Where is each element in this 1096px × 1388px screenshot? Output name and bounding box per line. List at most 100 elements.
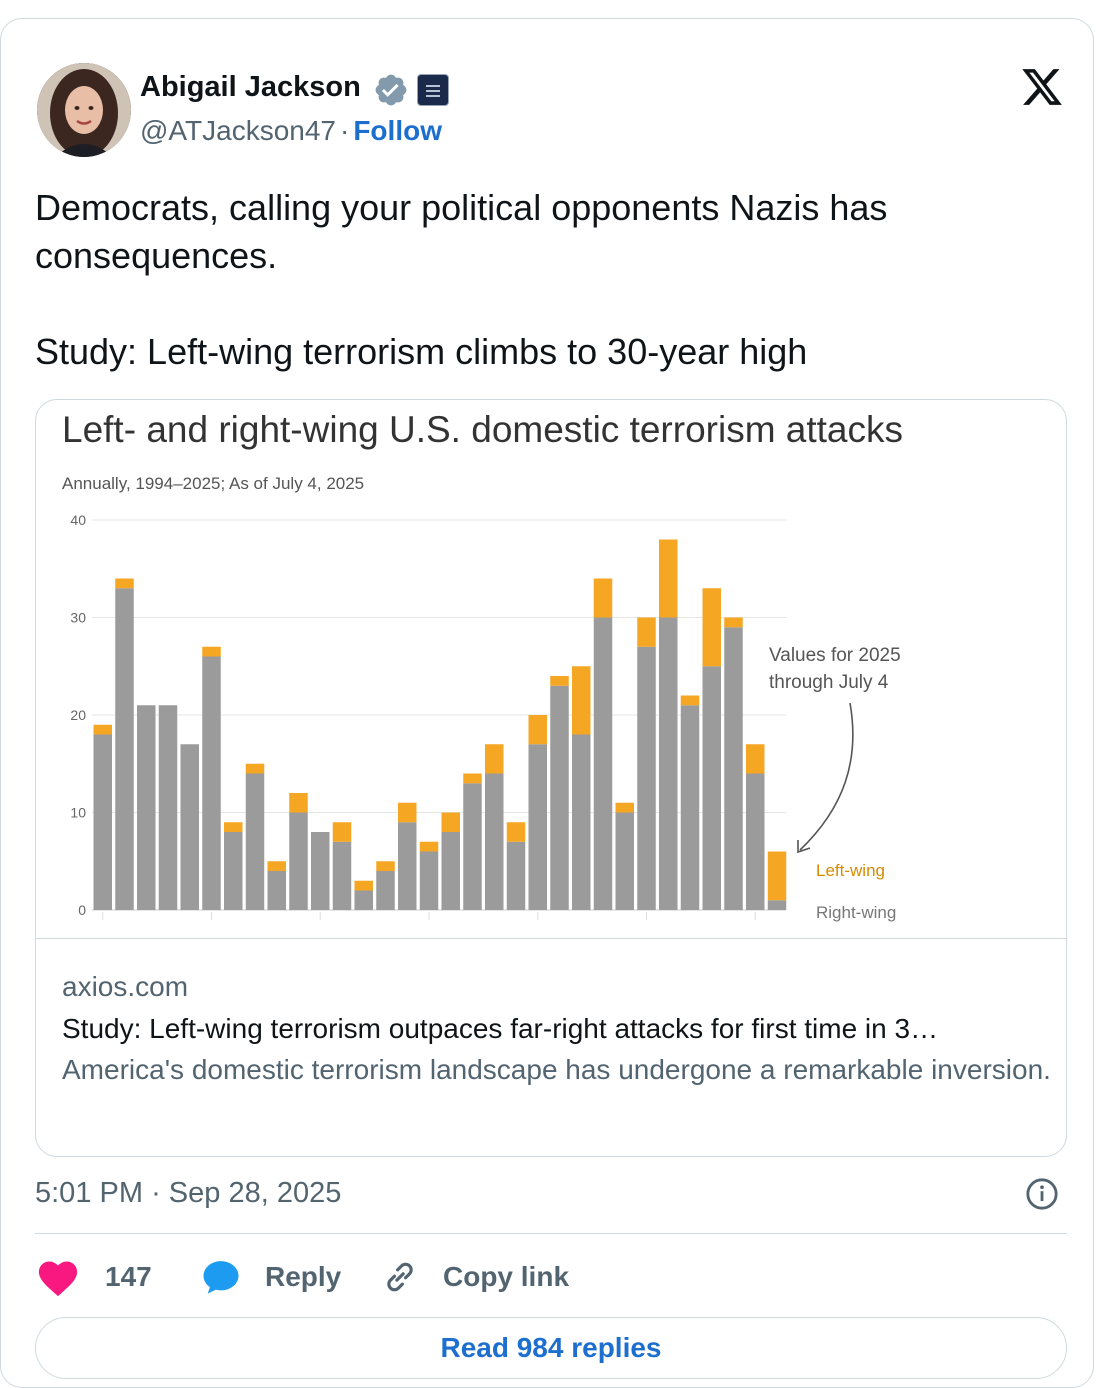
bar-right-wing <box>289 812 308 910</box>
bar-left-wing <box>767 851 787 901</box>
speech-bubble-icon <box>203 1261 239 1294</box>
post-time[interactable]: 5:01 PM <box>35 1177 143 1209</box>
y-tick-label: 0 <box>78 902 86 918</box>
bar-right-wing <box>202 656 221 910</box>
bar-left-wing <box>245 763 265 774</box>
heart-icon <box>38 1261 78 1297</box>
avatar[interactable] <box>37 63 131 157</box>
timestamp-row[interactable]: 5:01 PM · Sep 28, 2025 <box>35 1177 341 1210</box>
like-button[interactable]: 147 <box>35 1255 152 1299</box>
bar-right-wing <box>506 841 526 910</box>
bar-right-wing <box>115 588 134 910</box>
annotation-arrowhead <box>797 840 811 854</box>
bar-right-wing <box>267 871 286 910</box>
card-description: America's domestic terrorism landscape h… <box>62 1054 1051 1085</box>
bar-right-wing <box>137 705 156 910</box>
legend-right-wing: Right-wing <box>816 903 896 922</box>
y-tick-label: 10 <box>70 805 86 821</box>
handle-row: @ATJackson47 · Follow <box>140 115 442 147</box>
x-logo-icon[interactable] <box>1019 65 1065 109</box>
bar-left-wing <box>441 812 460 832</box>
action-bar: 147 Reply Copy link <box>35 1255 1067 1299</box>
bar-left-wing <box>485 744 504 774</box>
bar-right-wing <box>180 744 199 910</box>
tweet-text: Democrats, calling your political oppone… <box>35 184 1045 376</box>
bar-right-wing <box>463 783 482 910</box>
y-tick-label: 20 <box>70 707 86 723</box>
bar-left-wing <box>376 861 395 871</box>
reply-button[interactable]: Reply <box>201 1255 341 1299</box>
bar-right-wing <box>724 627 743 910</box>
copy-link-button[interactable]: Copy link <box>381 1255 569 1299</box>
time-separator: · <box>151 1177 161 1209</box>
tweet-card: Abigail Jackson @ATJackson47 · Follow Demo… <box>0 18 1094 1388</box>
divider <box>35 1233 1067 1234</box>
info-icon[interactable] <box>1025 1177 1059 1211</box>
chart-annotation-line-1: Values for 2025 <box>769 645 901 666</box>
bar-left-wing <box>528 715 547 745</box>
bar-right-wing <box>419 851 439 910</box>
follow-button[interactable]: Follow <box>353 115 442 146</box>
bar-left-wing <box>593 578 613 618</box>
author-name[interactable]: Abigail Jackson <box>140 71 361 103</box>
bar-right-wing <box>550 685 569 910</box>
bar-right-wing <box>398 822 417 910</box>
copy-link-label: Copy link <box>443 1261 570 1292</box>
bar-left-wing <box>224 822 243 832</box>
bar-left-wing <box>615 802 634 813</box>
bar-left-wing <box>202 646 221 657</box>
card-meta: axios.com Study: Left-wing terrorism out… <box>62 970 1052 1090</box>
avatar-photo <box>37 63 131 157</box>
bar-right-wing <box>637 646 656 910</box>
bar-left-wing <box>267 861 286 871</box>
bar-right-wing <box>528 744 547 910</box>
white-house-badge-icon <box>417 74 449 106</box>
bar-right-wing <box>680 705 700 910</box>
card-title[interactable]: Study: Left-wing terrorism outpaces far-… <box>62 1013 939 1044</box>
chart-annotation-line-2: through July 4 <box>769 672 889 693</box>
tweet-text-line-2: Study: Left-wing terrorism climbs to 30-… <box>35 331 808 372</box>
bar-right-wing <box>572 734 591 910</box>
bar-right-wing <box>245 773 265 910</box>
bar-right-wing <box>746 773 765 910</box>
verified-badge-icon <box>375 74 407 106</box>
link-icon <box>387 1262 413 1292</box>
bar-right-wing <box>158 705 178 910</box>
bar-right-wing <box>354 890 373 910</box>
bar-right-wing <box>93 734 112 910</box>
bar-left-wing <box>724 617 743 628</box>
bar-left-wing <box>680 695 700 706</box>
bar-right-wing <box>441 832 460 910</box>
bar-left-wing <box>550 676 569 686</box>
card-chart-image[interactable]: Left- and right-wing U.S. domestic terro… <box>36 400 1066 939</box>
chart-title: Left- and right-wing U.S. domestic terro… <box>62 409 903 450</box>
bar-left-wing <box>637 617 656 647</box>
bar-left-wing <box>93 724 112 735</box>
bar-left-wing <box>398 802 417 823</box>
bar-left-wing <box>115 578 134 589</box>
bar-right-wing <box>767 900 787 910</box>
bar-right-wing <box>485 773 504 910</box>
bar-left-wing <box>702 588 721 667</box>
read-replies-button[interactable]: Read 984 replies <box>35 1317 1067 1379</box>
bar-left-wing <box>354 880 373 891</box>
y-tick-label: 40 <box>70 512 86 528</box>
bar-right-wing <box>224 832 243 910</box>
post-date[interactable]: Sep 28, 2025 <box>168 1177 342 1209</box>
like-count: 147 <box>105 1261 152 1292</box>
author-handle[interactable]: @ATJackson47 <box>140 115 336 146</box>
bar-left-wing <box>419 841 439 852</box>
card-domain: axios.com <box>62 971 189 1002</box>
bar-left-wing <box>289 793 308 813</box>
bar-left-wing <box>332 822 352 842</box>
bar-right-wing <box>593 617 613 910</box>
bar-right-wing <box>659 617 678 910</box>
bar-right-wing <box>311 832 330 910</box>
bar-right-wing <box>702 666 721 910</box>
annotation-arrow <box>799 702 854 851</box>
bar-left-wing <box>746 744 765 774</box>
chart: Left- and right-wing U.S. domestic terro… <box>62 409 903 922</box>
tweet-text-line-1: Democrats, calling your political oppone… <box>35 187 888 276</box>
link-card[interactable]: Left- and right-wing U.S. domestic terro… <box>35 399 1067 1157</box>
bar-right-wing <box>332 841 352 910</box>
